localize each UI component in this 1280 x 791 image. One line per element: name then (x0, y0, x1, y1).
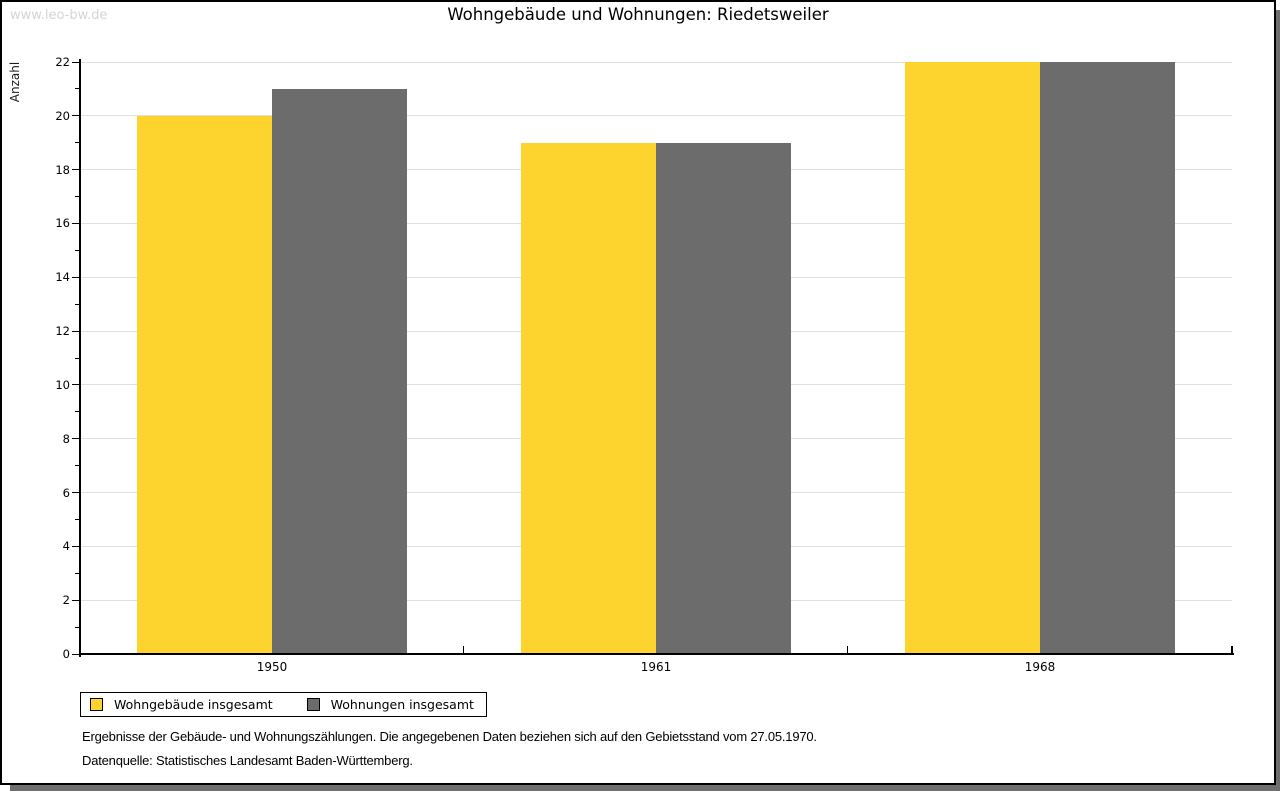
x-boundary-tick-3 (1231, 646, 1233, 653)
x-tick-label-1950: 1950 (256, 660, 288, 674)
y-minor-tick-7 (75, 465, 80, 467)
y-tick-label-2: 2 (62, 593, 70, 608)
y-major-tick-18 (72, 169, 80, 171)
legend-swatch-gray (306, 698, 320, 711)
y-axis-line (79, 59, 81, 657)
y-major-tick-2 (72, 599, 80, 601)
chart-title: Wohngebäude und Wohnungen: Riedetsweiler (447, 5, 829, 24)
y-tick-label-16: 16 (55, 216, 70, 231)
bar-wohnungen-1961 (656, 142, 791, 654)
y-tick-label-6: 6 (62, 485, 70, 500)
y-tick-label-20: 20 (55, 108, 70, 123)
footnote-datenquelle: Datenquelle: Statistisches Landesamt Bad… (82, 753, 413, 768)
bar-wohnungen-1968 (1040, 62, 1175, 654)
y-minor-tick-19 (75, 142, 80, 144)
gridline-22 (81, 61, 1232, 63)
legend-label: Wohnungen insgesamt (330, 697, 474, 712)
y-major-tick-8 (72, 438, 80, 440)
legend-item-wohngebaeude: Wohngebäude insgesamt (90, 697, 273, 712)
y-minor-tick-1 (75, 626, 80, 628)
watermark-leo-bw: www.leo-bw.de (10, 8, 108, 23)
bar-wohngebaeude-1961 (521, 142, 656, 654)
x-tick-label-1961: 1961 (640, 660, 672, 674)
y-major-tick-10 (72, 384, 80, 386)
y-minor-tick-21 (75, 88, 80, 90)
footnote-gebietsstand: Ergebnisse der Gebäude- und Wohnungszähl… (82, 729, 817, 744)
x-boundary-tick-2 (847, 646, 848, 653)
y-major-tick-16 (72, 222, 80, 224)
y-major-tick-6 (72, 492, 80, 494)
y-tick-label-22: 22 (55, 55, 70, 69)
legend-item-wohnungen: Wohnungen insgesamt (306, 697, 474, 712)
y-minor-tick-5 (75, 518, 80, 520)
y-minor-tick-15 (75, 249, 80, 251)
y-major-tick-4 (72, 545, 80, 547)
y-tick-label-14: 14 (55, 270, 70, 285)
y-tick-label-4: 4 (62, 539, 70, 554)
y-major-tick-22 (72, 61, 80, 63)
bar-wohngebaeude-1950 (137, 115, 272, 654)
y-tick-label-12: 12 (55, 324, 70, 339)
x-axis-line (79, 653, 1234, 655)
gridline-20 (81, 115, 1232, 117)
y-tick-label-8: 8 (62, 431, 70, 446)
y-minor-tick-11 (75, 357, 80, 359)
y-minor-tick-9 (75, 411, 80, 413)
legend-swatch-yellow (90, 698, 103, 711)
y-minor-tick-13 (75, 303, 80, 305)
y-major-tick-0 (72, 653, 80, 655)
legend-box: Wohngebäude insgesamt Wohnungen insgesamt (80, 692, 487, 717)
y-tick-label-18: 18 (55, 162, 70, 177)
y-minor-tick-3 (75, 572, 80, 574)
x-boundary-tick-1 (463, 646, 464, 653)
y-tick-label-10: 10 (55, 377, 70, 392)
y-minor-tick-17 (75, 196, 80, 198)
x-tick-label-1968: 1968 (1024, 660, 1056, 674)
bar-wohnungen-1950 (272, 88, 407, 654)
y-major-tick-12 (72, 330, 80, 332)
legend-label: Wohngebäude insgesamt (114, 697, 273, 712)
y-major-tick-20 (72, 115, 80, 117)
bar-wohngebaeude-1968 (905, 62, 1040, 654)
y-major-tick-14 (72, 276, 80, 278)
y-tick-label-0: 0 (62, 647, 70, 661)
